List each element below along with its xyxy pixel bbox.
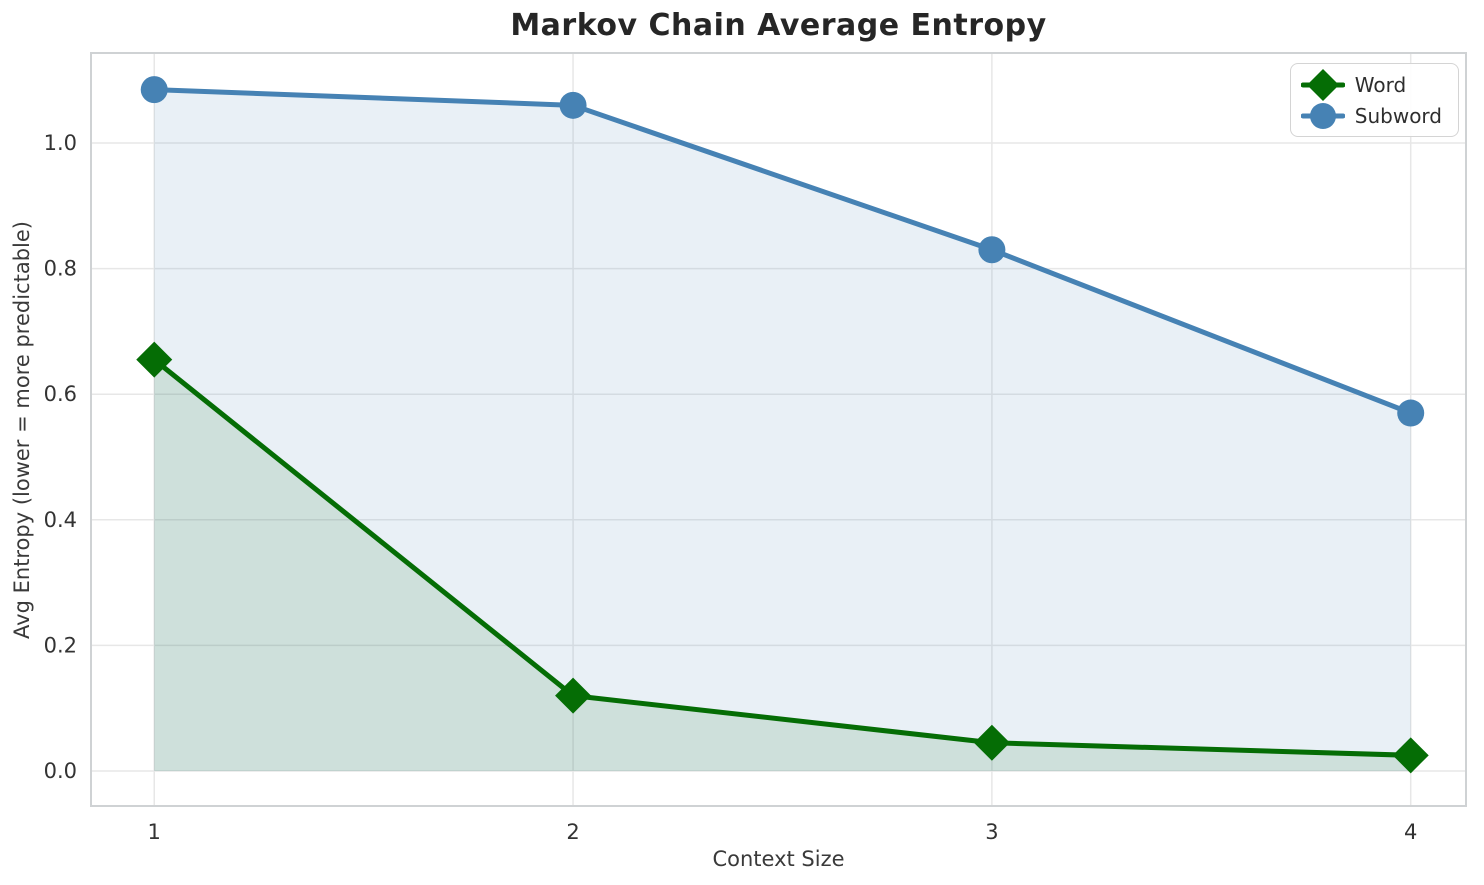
plot-frame <box>90 52 1467 807</box>
series-fill-subword <box>154 89 1411 772</box>
x-tick-label: 1 <box>148 820 161 844</box>
data-point-word <box>1392 737 1429 774</box>
x-tick-label: 3 <box>985 820 998 844</box>
series-fill-word <box>154 359 1411 772</box>
y-axis-label: Avg Entropy (lower = more predictable) <box>10 221 34 639</box>
legend-item-word: Word <box>1300 68 1442 101</box>
legend-marker-shape <box>1309 102 1336 129</box>
y-tick-label: 0.0 <box>44 759 77 783</box>
data-point-subword <box>1397 399 1425 427</box>
legend-label-word: Word <box>1354 72 1407 97</box>
legend: Word Subword <box>1289 63 1459 137</box>
data-point-word <box>136 341 173 378</box>
y-tick-label: 1.0 <box>44 131 77 155</box>
x-tick-label: 2 <box>566 820 579 844</box>
y-tick-label: 0.8 <box>44 257 77 281</box>
y-tick-label: 0.4 <box>44 508 77 532</box>
x-tick-label: 4 <box>1404 820 1417 844</box>
data-point-word <box>973 724 1010 761</box>
diamond-marker-icon <box>1300 68 1345 101</box>
chart-title: Markov Chain Average Entropy <box>510 8 1047 43</box>
data-point-subword <box>140 76 168 104</box>
data-point-subword <box>978 236 1006 264</box>
data-point-subword <box>559 91 587 119</box>
legend-label-subword: Subword <box>1354 103 1442 128</box>
y-tick-label: 0.6 <box>44 382 77 406</box>
legend-item-subword: Subword <box>1300 100 1442 131</box>
series-line-word <box>151 357 1414 758</box>
data-point-word <box>555 677 592 714</box>
y-tick-label: 0.2 <box>44 633 77 657</box>
x-axis-label: Context Size <box>712 847 845 871</box>
circle-marker-icon <box>1300 102 1345 129</box>
legend-marker-shape <box>1306 68 1339 101</box>
series-line-subword <box>151 87 1414 416</box>
